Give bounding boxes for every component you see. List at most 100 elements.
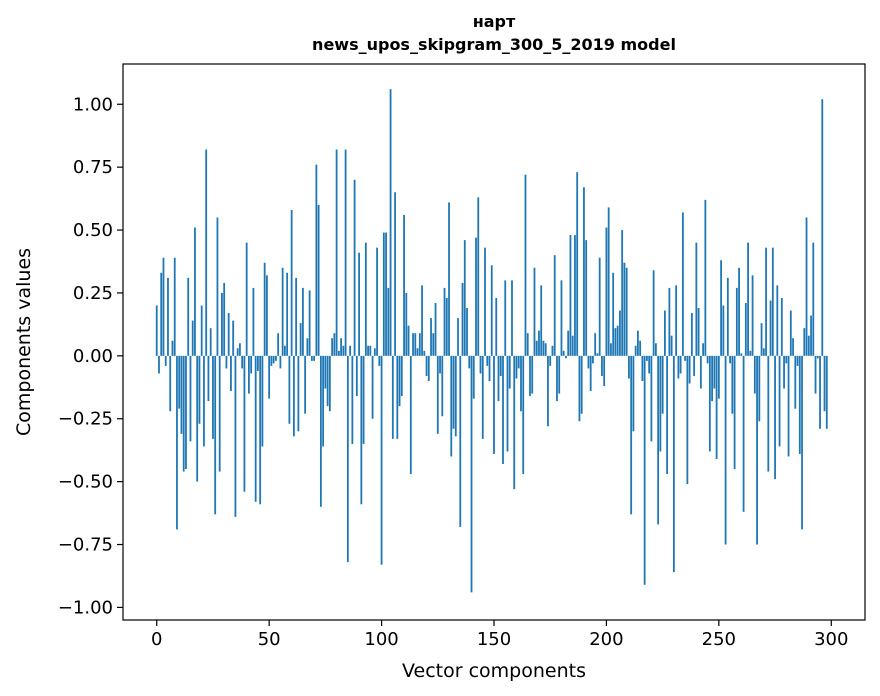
bar <box>690 313 693 356</box>
bar <box>560 280 563 356</box>
bar <box>283 345 286 356</box>
bar <box>180 355 183 434</box>
bar <box>686 355 689 485</box>
bar <box>203 355 205 447</box>
bar <box>326 355 329 407</box>
bar <box>207 355 210 402</box>
bar <box>666 355 669 475</box>
bar <box>268 355 271 399</box>
bar <box>162 257 165 356</box>
bar <box>477 197 480 356</box>
bar <box>155 305 158 356</box>
bar <box>259 355 262 505</box>
bar <box>729 355 731 364</box>
bar <box>717 355 720 399</box>
bar <box>549 355 552 366</box>
bar <box>679 355 682 374</box>
bar <box>508 355 511 389</box>
bar <box>780 297 783 356</box>
bar <box>221 292 223 356</box>
bar <box>731 355 734 414</box>
bar <box>355 355 358 397</box>
bar <box>553 255 556 356</box>
bar <box>470 355 473 593</box>
bar <box>681 212 684 356</box>
bar <box>677 355 680 379</box>
bar <box>526 333 529 356</box>
bar <box>720 260 722 356</box>
bar <box>771 247 774 356</box>
bar <box>803 328 806 356</box>
bar <box>807 335 810 356</box>
bar <box>319 355 322 507</box>
bar <box>396 355 399 439</box>
bar <box>248 355 250 394</box>
bar <box>209 328 212 356</box>
bar <box>463 240 466 356</box>
y-axis-label: Components values <box>13 248 35 436</box>
x-tick-label: 150 <box>477 629 511 650</box>
bar <box>704 199 707 356</box>
bar <box>362 355 365 444</box>
bar <box>257 355 259 371</box>
bar <box>200 305 203 356</box>
bar <box>241 355 244 369</box>
bar <box>400 355 403 397</box>
bar <box>214 355 217 515</box>
bar <box>277 333 280 356</box>
bar <box>245 242 248 356</box>
bar <box>349 345 351 356</box>
bar <box>632 355 635 432</box>
chart-title: нарт <box>472 12 516 31</box>
bar <box>758 355 761 422</box>
bar <box>684 355 687 361</box>
bar <box>382 232 385 356</box>
bar <box>194 227 196 356</box>
bar <box>735 287 738 356</box>
y-tick-label: −0.25 <box>58 409 113 430</box>
bar <box>308 290 311 356</box>
bar <box>612 272 615 356</box>
bar <box>610 343 612 356</box>
bar <box>816 355 819 359</box>
bar <box>342 345 345 356</box>
bar <box>547 355 549 427</box>
bar <box>672 355 675 573</box>
bar <box>313 355 316 361</box>
bar <box>340 338 342 356</box>
x-axis: 0 50 100 150 200 250 300 <box>151 620 848 650</box>
bar <box>751 275 754 356</box>
bar <box>740 353 743 356</box>
bar <box>290 209 293 356</box>
bar <box>436 355 439 434</box>
bar <box>524 174 527 356</box>
bar <box>216 217 219 356</box>
bar <box>173 257 176 356</box>
x-axis-label: Vector components <box>402 660 586 682</box>
bar <box>187 277 190 356</box>
bar <box>583 187 585 356</box>
x-tick-label: 50 <box>258 629 281 650</box>
bar <box>497 355 500 402</box>
bar <box>801 355 803 530</box>
bar <box>403 214 405 356</box>
bar <box>346 355 349 563</box>
bar <box>598 257 601 356</box>
bar <box>178 355 181 409</box>
bar <box>722 305 725 356</box>
bar <box>812 242 815 356</box>
bar <box>301 287 304 356</box>
bar <box>176 355 178 530</box>
bar <box>236 348 239 356</box>
y-tick-label: 0.75 <box>73 157 113 178</box>
bar <box>468 355 471 369</box>
bars-group <box>155 89 828 593</box>
bar <box>654 343 657 356</box>
y-tick-label: −0.75 <box>58 535 113 556</box>
bar <box>650 355 653 442</box>
bar <box>558 355 561 394</box>
bar <box>418 333 421 356</box>
bar <box>333 333 336 356</box>
bar <box>360 355 363 505</box>
bar <box>387 287 390 356</box>
